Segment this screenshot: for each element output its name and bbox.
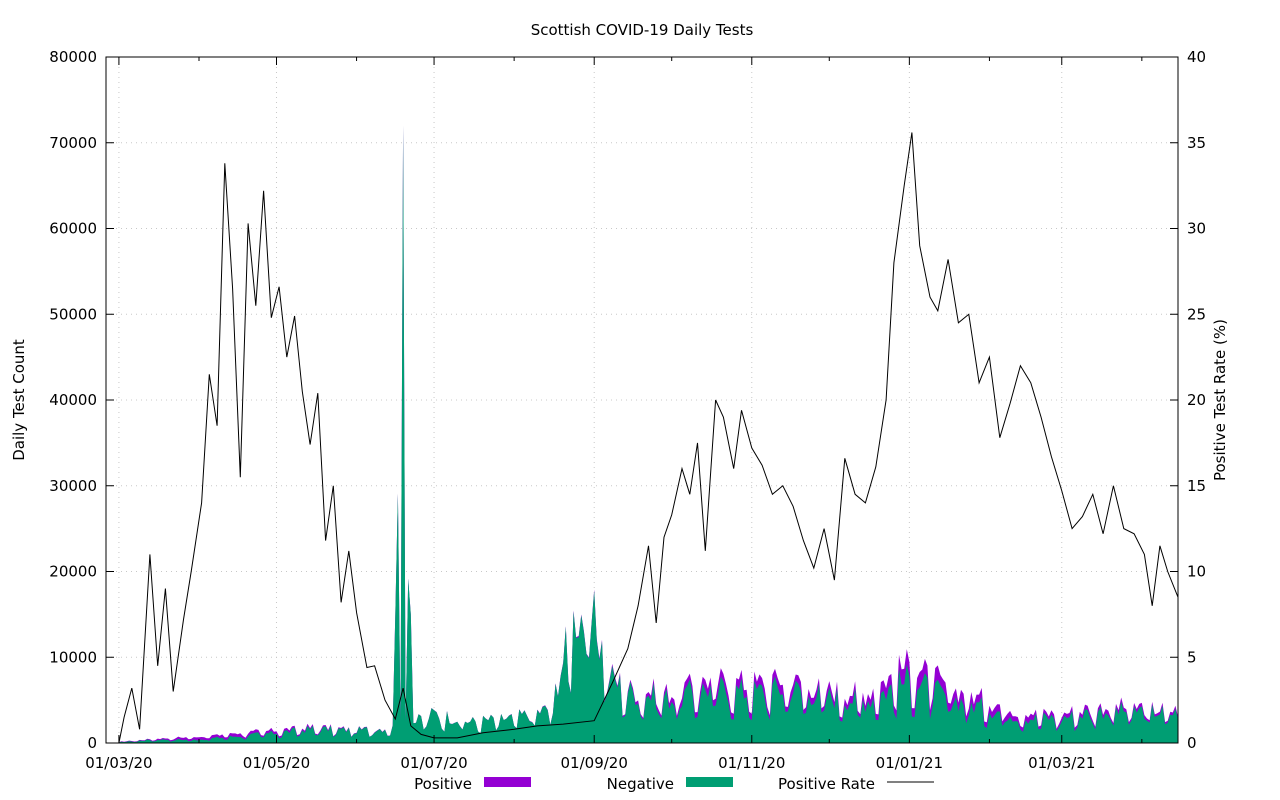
x-tick-label: 01/03/21: [1028, 754, 1095, 772]
y-tick-label: 60000: [49, 220, 97, 238]
x-tick-label: 01/11/20: [718, 754, 785, 772]
y-tick-label: 10000: [49, 648, 97, 666]
legend-label: Positive Rate: [778, 775, 875, 793]
legend-label: Positive: [414, 775, 472, 793]
y-tick-label: 80000: [49, 48, 97, 66]
legend: Positive Negative Positive Rate: [414, 775, 934, 793]
y-tick-label: 30000: [49, 477, 97, 495]
x-tick-label: 01/03/20: [85, 754, 152, 772]
plot-line: [118, 132, 1179, 744]
axes: 0 10000 20000 30000 40000 50000 60000 70000 8000…: [49, 48, 1206, 772]
legend-swatch: [686, 777, 733, 787]
x-tick-label: 01/05/20: [243, 754, 310, 772]
y2-tick-label: 0: [1187, 734, 1197, 752]
y2-tick-label: 35: [1187, 134, 1206, 152]
y-axis-label: Daily Test Count: [10, 339, 28, 461]
y2-tick-label: 40: [1187, 48, 1206, 66]
series-negative-area: [118, 125, 1178, 744]
y2-tick-label: 30: [1187, 220, 1206, 238]
y-tick-label: 40000: [49, 391, 97, 409]
y2-tick-label: 15: [1187, 477, 1206, 495]
grid: [106, 57, 1178, 743]
y2-tick-label: 25: [1187, 305, 1206, 323]
chart-title: Scottish COVID-19 Daily Tests: [531, 21, 754, 39]
y-tick-label: 70000: [49, 134, 97, 152]
x-tick-label: 01/01/21: [876, 754, 943, 772]
y2-tick-label: 20: [1187, 391, 1206, 409]
y-tick-label: 50000: [49, 305, 97, 323]
x-tick-label: 01/07/20: [400, 754, 467, 772]
y2-axis-label: Positive Test Rate (%): [1211, 319, 1229, 481]
y-tick-label: 0: [87, 734, 97, 752]
legend-swatch: [484, 777, 531, 787]
y2-tick-label: 5: [1187, 648, 1197, 666]
y2-tick-label: 10: [1187, 563, 1206, 581]
x-tick-label: 01/09/20: [561, 754, 628, 772]
legend-label: Negative: [607, 775, 674, 793]
plot-areas: [118, 125, 1178, 744]
series-positive-area: [118, 125, 1178, 743]
series-positive-rate-line: [118, 132, 1179, 744]
y-tick-label: 20000: [49, 563, 97, 581]
